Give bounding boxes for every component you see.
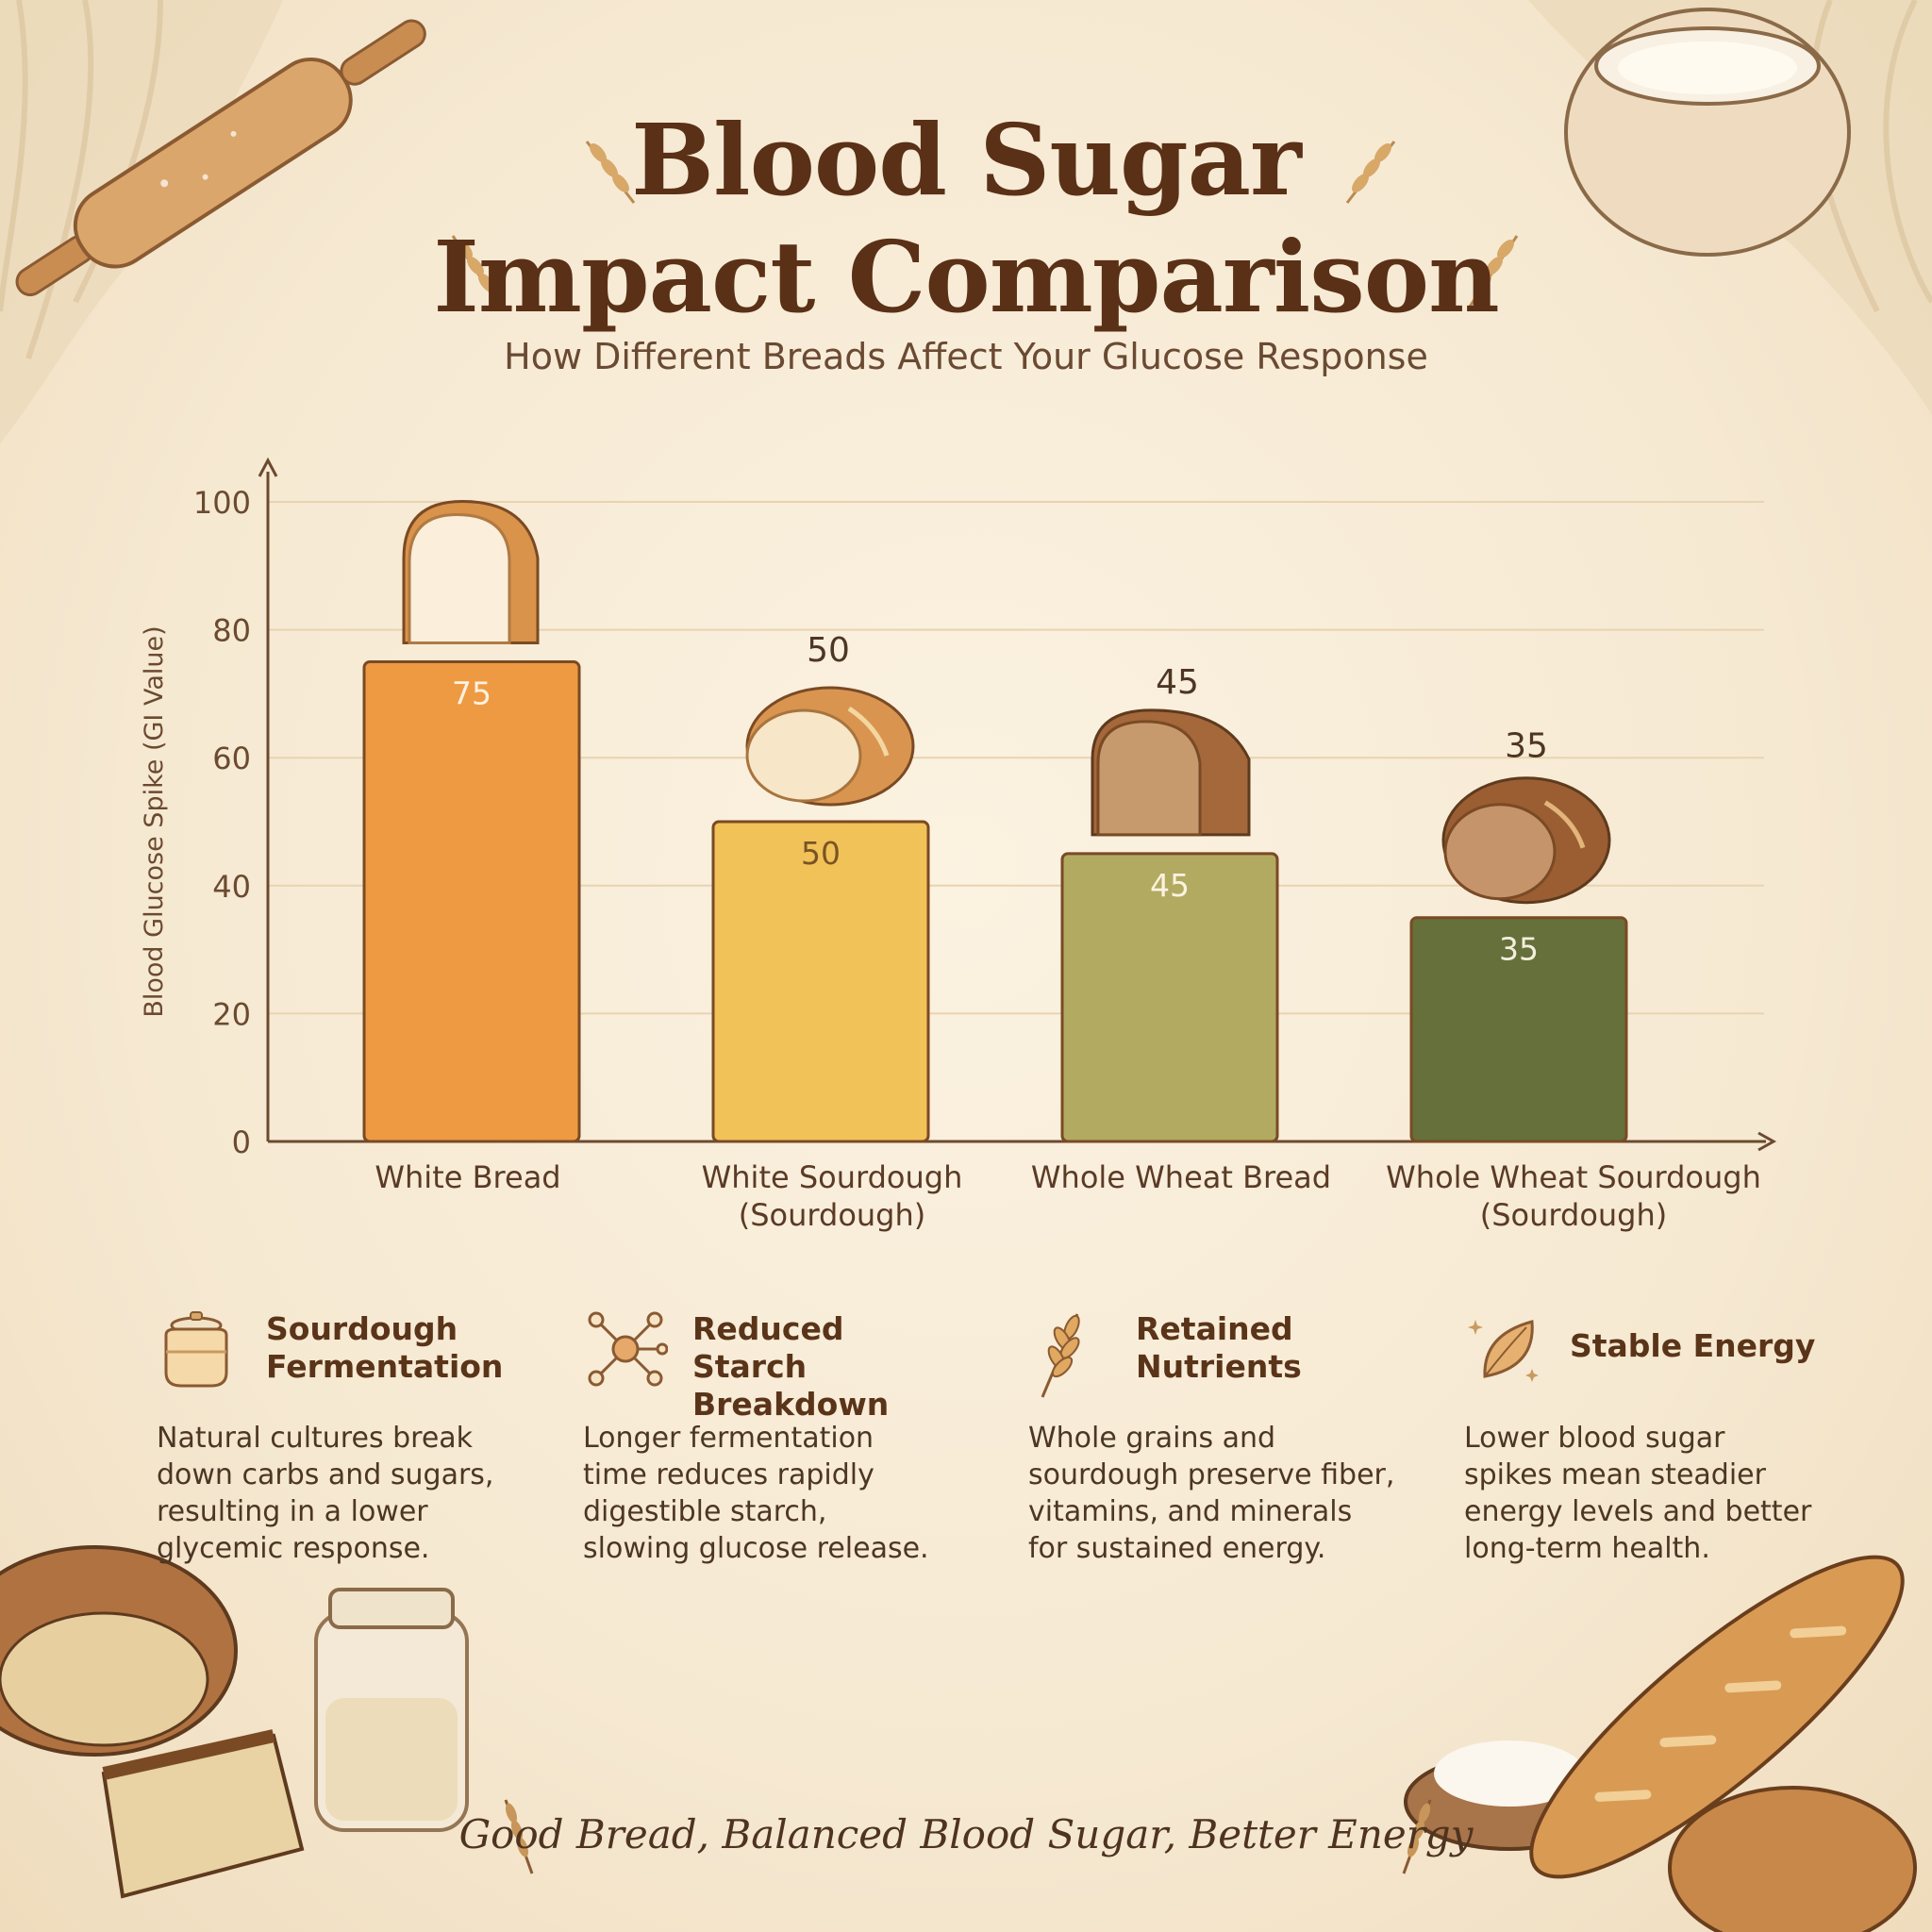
feature-description: Natural cultures break down carbs and sug…	[157, 1422, 494, 1565]
wheat-sprig-icon	[1402, 1799, 1432, 1874]
bar-value-label: 45	[1150, 867, 1190, 904]
page-subtitle: How Different Breads Affect Your Glucose…	[504, 336, 1428, 377]
feature-title: Stable Energy	[1570, 1327, 1816, 1364]
bar	[711, 820, 930, 1143]
starter-crock-icon	[164, 1311, 228, 1388]
wheat-sprig-icon	[1468, 235, 1519, 308]
title-line-1: Blood Sugar	[631, 102, 1302, 218]
wheat-sprig-icon	[1345, 141, 1396, 204]
feature-title: Retained Nutrients	[1136, 1310, 1302, 1385]
y-tick-label: 60	[212, 741, 251, 776]
x-category-label: Whole Wheat Sourdough	[1386, 1159, 1761, 1195]
y-tick-label: 0	[232, 1124, 251, 1160]
y-axis-label: Blood Glucose Spike (GI Value)	[140, 625, 169, 1017]
page-title: Blood Sugar Impact Comparison	[0, 102, 1932, 336]
bread-loaves-illustration	[0, 1545, 469, 1899]
x-category-label: White Sourdough	[702, 1159, 963, 1195]
tagline: Good Bread, Balanced Blood Sugar, Better…	[458, 1811, 1474, 1857]
wheat-sprig-icon	[504, 1799, 534, 1874]
feature-title: Reduced Starch Breakdown	[692, 1310, 890, 1423]
y-tick-label: 20	[212, 996, 251, 1032]
x-category-label: White Bread	[375, 1159, 560, 1195]
x-axis-arrow	[1757, 1131, 1777, 1152]
flour-pot-illustration	[1528, 0, 1932, 415]
rolling-pin-illustration	[0, 0, 426, 443]
y-tick-label: 40	[212, 869, 251, 905]
bar-top-value-label: 45	[1156, 663, 1199, 702]
x-category-label: (Sourdough)	[739, 1197, 926, 1233]
bar	[1060, 852, 1279, 1143]
bar-value-label: 35	[1499, 931, 1539, 968]
feature-description: Whole grains and sourdough preserve fiber…	[1028, 1422, 1395, 1565]
whole-wheat-loaf-icon	[1091, 708, 1251, 837]
bar-value-label: 50	[801, 835, 841, 872]
feature-title: Sourdough Fermentation	[266, 1310, 504, 1385]
y-axis-arrow	[258, 457, 278, 477]
y-tick-label: 100	[193, 485, 251, 521]
whole-wheat-boule-icon	[1441, 776, 1611, 905]
y-tick-label: 80	[212, 613, 251, 649]
x-category-label: Whole Wheat Bread	[1031, 1159, 1331, 1195]
molecule-icon	[588, 1311, 668, 1387]
title-line-2: Impact Comparison	[433, 219, 1500, 335]
leaf-sparkle-icon	[1468, 1320, 1539, 1382]
bar	[362, 660, 581, 1143]
x-category-label: (Sourdough)	[1480, 1197, 1668, 1233]
bar-top-value-label: 50	[807, 631, 850, 670]
bar-value-label: 75	[452, 675, 491, 712]
feature-description: Longer fermentation time reduces rapidly d…	[583, 1422, 929, 1565]
wheat-sprig-icon	[585, 141, 636, 204]
bar	[1409, 916, 1628, 1143]
feature-description: Lower blood sugar spikes mean steadier ene…	[1464, 1422, 1812, 1565]
sourdough-boule-icon	[745, 686, 915, 807]
wheat-sprig-icon	[451, 235, 502, 308]
sandwich-loaf-icon	[402, 499, 540, 644]
wheat-stalk-icon	[1041, 1313, 1080, 1398]
bar-top-value-label: 35	[1505, 727, 1548, 766]
baguette-flour-illustration	[1404, 1555, 1917, 1932]
bar-chart: 0 20 40 60 80 100 Blood Glucose Spike (GI Valu…	[140, 457, 1777, 1233]
